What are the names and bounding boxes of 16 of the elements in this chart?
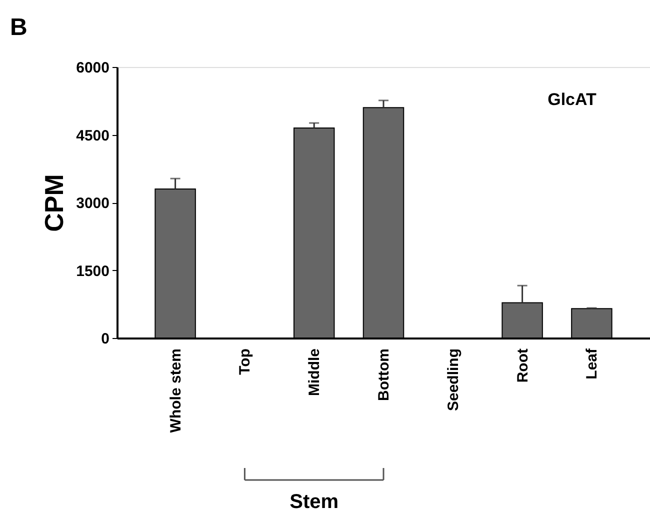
y-tick-label: 6000: [76, 60, 110, 76]
text: Stem: [290, 491, 339, 513]
y-axis-title: CPM: [39, 174, 70, 232]
y-tick-label: 1500: [76, 262, 110, 280]
x-tick-label: Root: [514, 348, 532, 383]
x-tick-label: Seedling: [444, 348, 462, 412]
y-tick-label: 4500: [76, 127, 110, 144]
x-tick-label: Top: [236, 348, 254, 375]
chart-title: B: [10, 14, 28, 41]
x-tick-label: Whole stem: [167, 348, 184, 433]
y-tick-label: 3000: [76, 195, 110, 212]
x-tick-label: Leaf: [584, 347, 601, 380]
y-tick-label: 0: [101, 330, 110, 348]
x-tick-label: Bottom: [376, 348, 392, 401]
x-tick-label: Middle: [306, 348, 324, 396]
annotation: GlcAT: [548, 90, 598, 109]
